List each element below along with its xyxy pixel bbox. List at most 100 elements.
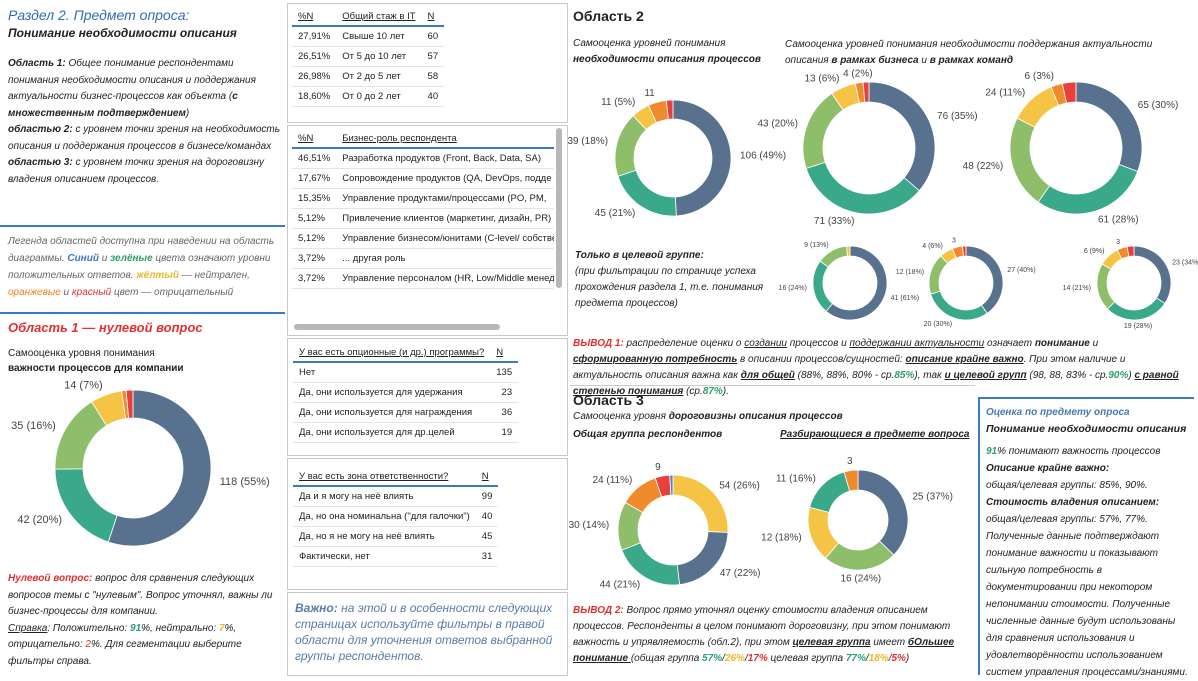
- text: необходимости описания процессов: [573, 54, 761, 65]
- text: Самооценка уровней понимания: [573, 38, 726, 49]
- text: 2: [85, 639, 91, 650]
- text: % понимают важность процессов: [997, 446, 1161, 457]
- section-subtitle: Понимание необходимости описания: [8, 26, 237, 40]
- text: описание крайне важно: [905, 354, 1024, 365]
- text: 57%: [702, 653, 723, 664]
- text: 7: [218, 622, 225, 634]
- data-label: 27 (40%): [1007, 267, 1035, 274]
- chart-subtitle: Самооценка уровней понимания необходимост…: [573, 36, 773, 68]
- chart-subtitle: Самооценка уровня понимания: [8, 348, 155, 359]
- table-row: 3,72%... другая роль: [292, 248, 554, 269]
- text: Справка: [8, 622, 48, 634]
- donut-segment: [624, 477, 663, 514]
- table-row: Нет 135: [293, 362, 519, 383]
- donut-segment: [846, 245, 851, 257]
- text: 91: [130, 622, 142, 634]
- table-row: 18,60% От 0 до 2 лет 40: [292, 86, 445, 107]
- donut-segment: [617, 501, 644, 551]
- data-label: 19 (28%): [1124, 323, 1152, 330]
- text: дороговизны описания процессов: [668, 411, 843, 422]
- cell: Да, они используется для др.целей: [293, 422, 491, 443]
- donut-segment: [809, 471, 851, 513]
- text: /: [744, 653, 748, 664]
- text: 17%: [747, 653, 768, 664]
- donut-segment: [802, 92, 844, 169]
- data-label: 106 (49%): [740, 151, 786, 162]
- section-title: Раздел 2. Предмет опроса:: [8, 7, 190, 23]
- donut-segment: [669, 474, 674, 496]
- text: Область 1:: [8, 58, 66, 69]
- panel: [287, 458, 568, 590]
- text: ВЫВОД 2:: [573, 605, 624, 616]
- cell: 3,72%: [292, 248, 337, 269]
- table-wrap: %N Бизнес-роль респондента 46,51% Разработк…: [292, 130, 554, 320]
- data-label: 43 (20%): [757, 118, 798, 129]
- donut-segment: [1126, 245, 1135, 257]
- cell: 57: [421, 46, 445, 67]
- text: оранжевые: [8, 287, 61, 298]
- text: 18%: [868, 653, 889, 664]
- cell: От 2 до 5 лет: [336, 66, 422, 87]
- table: У вас есть опционные (и др.) программы? N…: [293, 344, 519, 443]
- divider: [570, 385, 975, 386]
- donut-segment: [930, 290, 988, 321]
- data-label: 12 (18%): [761, 532, 802, 543]
- text: %, отрицательно:: [8, 622, 237, 651]
- text: в описании процессов/сущностей:: [737, 354, 906, 365]
- summary-subtitle: Понимание необходимости описания: [986, 423, 1187, 435]
- summary-line: общая/целевая группы: 57%, 77%.: [986, 514, 1148, 525]
- text: областью 2:: [8, 124, 73, 135]
- donut-segment: [807, 506, 840, 559]
- text: 5%: [891, 653, 906, 664]
- data-label: 24 (11%): [985, 87, 1025, 98]
- donut-segment: [831, 82, 860, 111]
- text: и: [1089, 338, 1099, 349]
- text: 26%: [724, 653, 745, 664]
- data-label: 14 (21%): [1063, 285, 1091, 292]
- donut-segment: [54, 468, 118, 543]
- text: с уровнем точки зрения на необходимость …: [8, 124, 280, 152]
- table-row: Да, они используется для др.целей 19: [293, 422, 519, 443]
- cell: 18,60%: [292, 86, 337, 107]
- cell: 60: [421, 26, 445, 47]
- cell: Управление продуктами/процессами (PO, PM…: [336, 188, 554, 209]
- text: поддержании актуальности: [849, 338, 985, 349]
- header-row: %N Общий стаж в IT N: [292, 8, 445, 27]
- scrollbar[interactable]: [556, 128, 562, 288]
- donut-segment: [54, 401, 108, 470]
- text: с равной степенью понимания: [573, 370, 1179, 397]
- table-row: Да, они используется для награждения 36: [293, 402, 519, 423]
- donut-segment: [665, 99, 674, 120]
- data-label: 76 (35%): [937, 111, 978, 122]
- cell: 135: [490, 362, 519, 383]
- cell: 31: [475, 546, 499, 567]
- text: ): [185, 107, 190, 119]
- data-label: 3: [847, 456, 853, 467]
- group-label: Общая группа респондентов: [573, 429, 723, 440]
- panel: [287, 125, 568, 336]
- text: и: [98, 253, 111, 264]
- table-row: 5,12% Управление бизнесом/юнитами (C-leve…: [292, 228, 554, 249]
- text: целевая группа: [767, 653, 846, 664]
- area1-title: Область 1 — нулевой вопрос: [8, 320, 203, 335]
- text: в рамках команд: [929, 55, 1014, 66]
- cell: Разработка продуктов (Front, Back, Data,…: [336, 148, 554, 169]
- text: Вопрос прямо уточнял оценку стоимости вл…: [573, 605, 951, 648]
- data-label: 4 (6%): [922, 243, 943, 250]
- data-label: 23 (34%): [1172, 259, 1198, 266]
- text: /: [722, 653, 725, 664]
- text: понимание: [1034, 338, 1090, 349]
- data-label: 48 (22%): [963, 161, 1004, 172]
- column-header: N: [490, 344, 519, 363]
- scrollbar[interactable]: [294, 324, 500, 330]
- text: зелёные: [110, 253, 153, 264]
- donut-segment: [854, 81, 866, 104]
- text: (при фильтрации по странице успеха прохо…: [575, 266, 764, 309]
- donut-segment: [614, 115, 647, 177]
- cell: Фактически, нет: [293, 546, 476, 567]
- text: на этой и в особенности следующих страни…: [295, 601, 553, 663]
- donut-segment: [647, 99, 669, 124]
- important-note: Важно: на этой и в особенности следующих…: [295, 600, 563, 664]
- data-label: 41 (61%): [891, 295, 919, 302]
- data-label: 20 (30%): [924, 321, 952, 328]
